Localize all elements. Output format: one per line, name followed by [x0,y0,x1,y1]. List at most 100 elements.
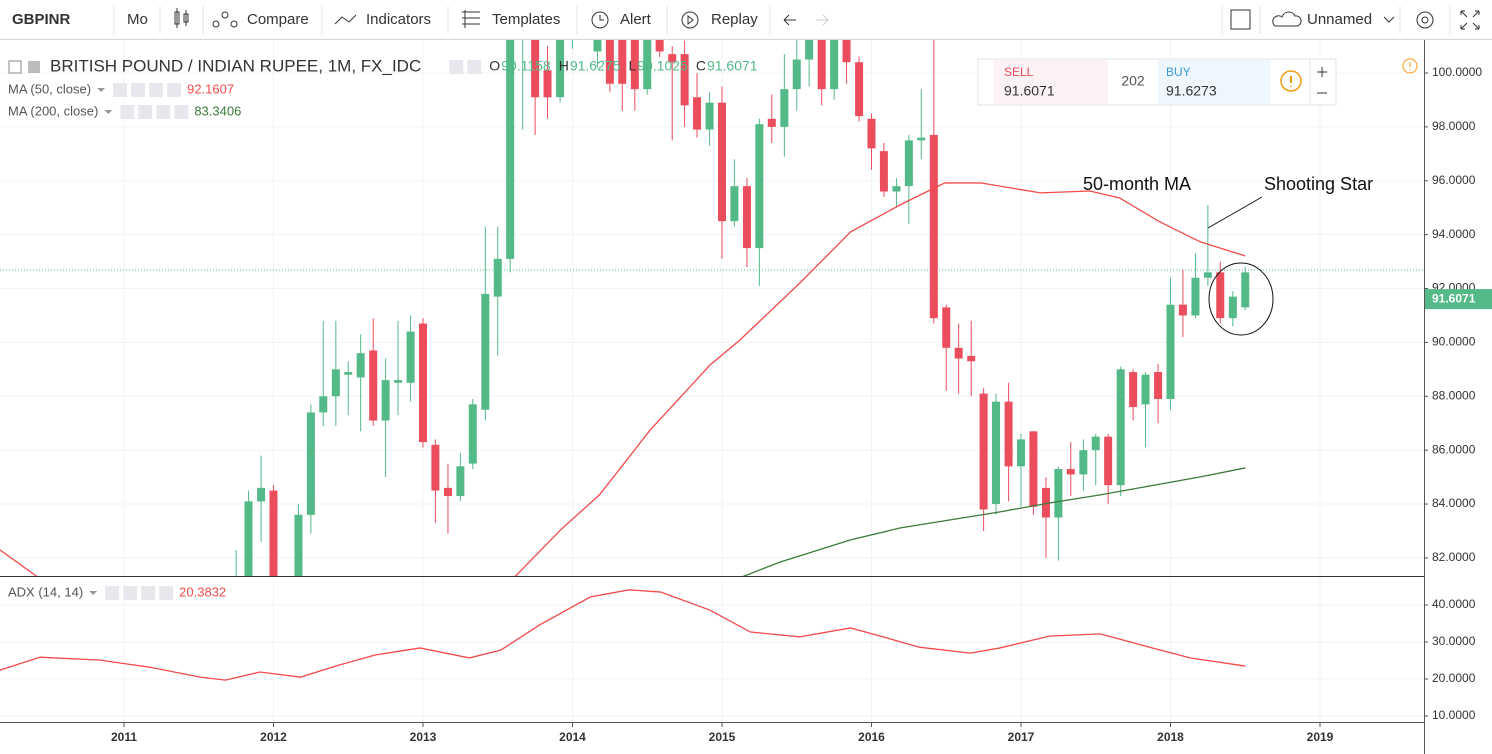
legend-button[interactable] [120,105,135,119]
legend-button[interactable] [131,83,146,97]
fullscreen-icon[interactable] [1460,10,1480,30]
main-pane [0,40,1424,576]
legend-button[interactable] [174,105,189,119]
legend: BRITISH POUND / INDIAN RUPEE, 1M, FX_IDC… [8,56,758,600]
candle-body [1091,436,1100,451]
candle-body [593,40,602,52]
candle-body [1228,296,1237,319]
legend-value: 83.3406 [194,103,241,118]
candle-body [294,514,303,576]
candle-body [356,353,365,378]
symbol[interactable]: GBPINR [12,11,71,28]
symbol-title: BRITISH POUND / INDIAN RUPEE, 1M, FX_IDC [50,56,421,75]
candle-body [269,490,278,576]
indicators-icon[interactable] [334,14,357,25]
y-tick-label: 98.0000 [1432,119,1476,133]
x-tick-label: 2019 [1307,730,1334,744]
toolbar-bg [0,0,1492,39]
legend-button[interactable] [467,60,482,74]
ohlc-key: C [696,58,706,74]
legend-button[interactable] [149,83,164,97]
x-tick-label: 2011 [111,730,137,744]
templates-icon[interactable] [462,10,480,28]
legend-button[interactable] [159,586,174,600]
candle-body [605,40,614,84]
candle-body [543,70,552,98]
candle-body [468,404,477,464]
legend-toggle[interactable] [8,60,22,74]
sell-box[interactable] [994,60,1108,104]
candle-body [805,40,814,60]
compare-button[interactable]: Compare [247,11,309,28]
candle-body [431,444,440,491]
ohlc-value: 90.1025 [637,58,688,74]
alert-icon[interactable] [591,11,609,29]
compare-icon[interactable] [212,11,238,28]
candle-body [344,372,353,375]
buy-box[interactable] [1158,60,1270,104]
templates-button[interactable]: Templates [492,11,560,28]
candle-body [855,62,864,117]
candle-body [1016,439,1025,467]
legend-flag [28,61,40,73]
legend-button[interactable] [141,586,156,600]
redo-icon[interactable] [816,14,829,26]
y-tick-label: 10.0000 [1432,708,1476,722]
candle-body [319,396,328,413]
legend-button[interactable] [105,586,120,600]
candle-body [456,466,465,496]
y-tick-label: 40.0000 [1432,597,1476,611]
candle-body [394,380,403,383]
legend-button[interactable] [138,105,153,119]
candle-body [817,40,826,90]
adx-grid [0,578,1424,722]
fullscreen-box-icon[interactable] [1230,9,1251,30]
replay-icon[interactable] [681,11,699,29]
buy-label: BUY [1166,65,1191,79]
legend-button[interactable] [156,105,171,119]
x-tick-label: 2012 [260,730,287,744]
settings-icon[interactable] [1416,11,1434,29]
info-icon[interactable] [1280,70,1302,92]
candle-body [1203,272,1212,278]
alert-button[interactable]: Alert [620,11,652,28]
y-tick-label: 96.0000 [1432,173,1476,187]
candle-type-icon[interactable] [174,8,189,28]
ohlc-key: O [489,58,500,74]
candle-body [792,59,801,90]
candle-body [867,118,876,149]
y-tick-label: 90.0000 [1432,335,1476,349]
legend-button[interactable] [123,586,138,600]
indicators-button[interactable]: Indicators [366,11,431,28]
legend-dropdown[interactable] [97,88,106,92]
y-tick-label: 84.0000 [1432,496,1476,510]
axes: 82.000084.000086.000088.000090.000092.00… [111,65,1492,744]
undo-icon[interactable] [783,14,796,26]
legend-name: MA (200, close) [8,103,98,118]
candle-body [680,54,689,106]
legend-button[interactable] [449,60,464,74]
candle-body [655,40,664,52]
legend-name: ADX (14, 14) [8,584,83,599]
alert-marker[interactable] [1402,58,1418,74]
candle-body [755,124,764,249]
x-tick-label: 2016 [858,730,885,744]
replay-button[interactable]: Replay [711,11,758,28]
candle-body [917,137,926,141]
legend-dropdown[interactable] [104,110,113,114]
candle-body [381,380,390,421]
layout-dropdown[interactable] [1383,16,1395,23]
layout-name[interactable]: Unnamed [1307,11,1372,28]
legend-button[interactable] [167,83,182,97]
legend-button[interactable] [113,83,128,97]
interval[interactable]: Mo [127,11,148,28]
cloud-icon[interactable] [1272,11,1302,27]
candle-body [506,40,515,259]
toolbar: GBPINR Mo Compare Indicators Templates A… [0,0,1492,40]
candle-body [1029,431,1038,507]
zoom-in[interactable] [1317,67,1327,77]
spread: 202 [1121,73,1145,89]
legend-dropdown[interactable] [89,591,98,595]
candle-body [1216,272,1225,319]
indicator-line [742,467,1246,576]
